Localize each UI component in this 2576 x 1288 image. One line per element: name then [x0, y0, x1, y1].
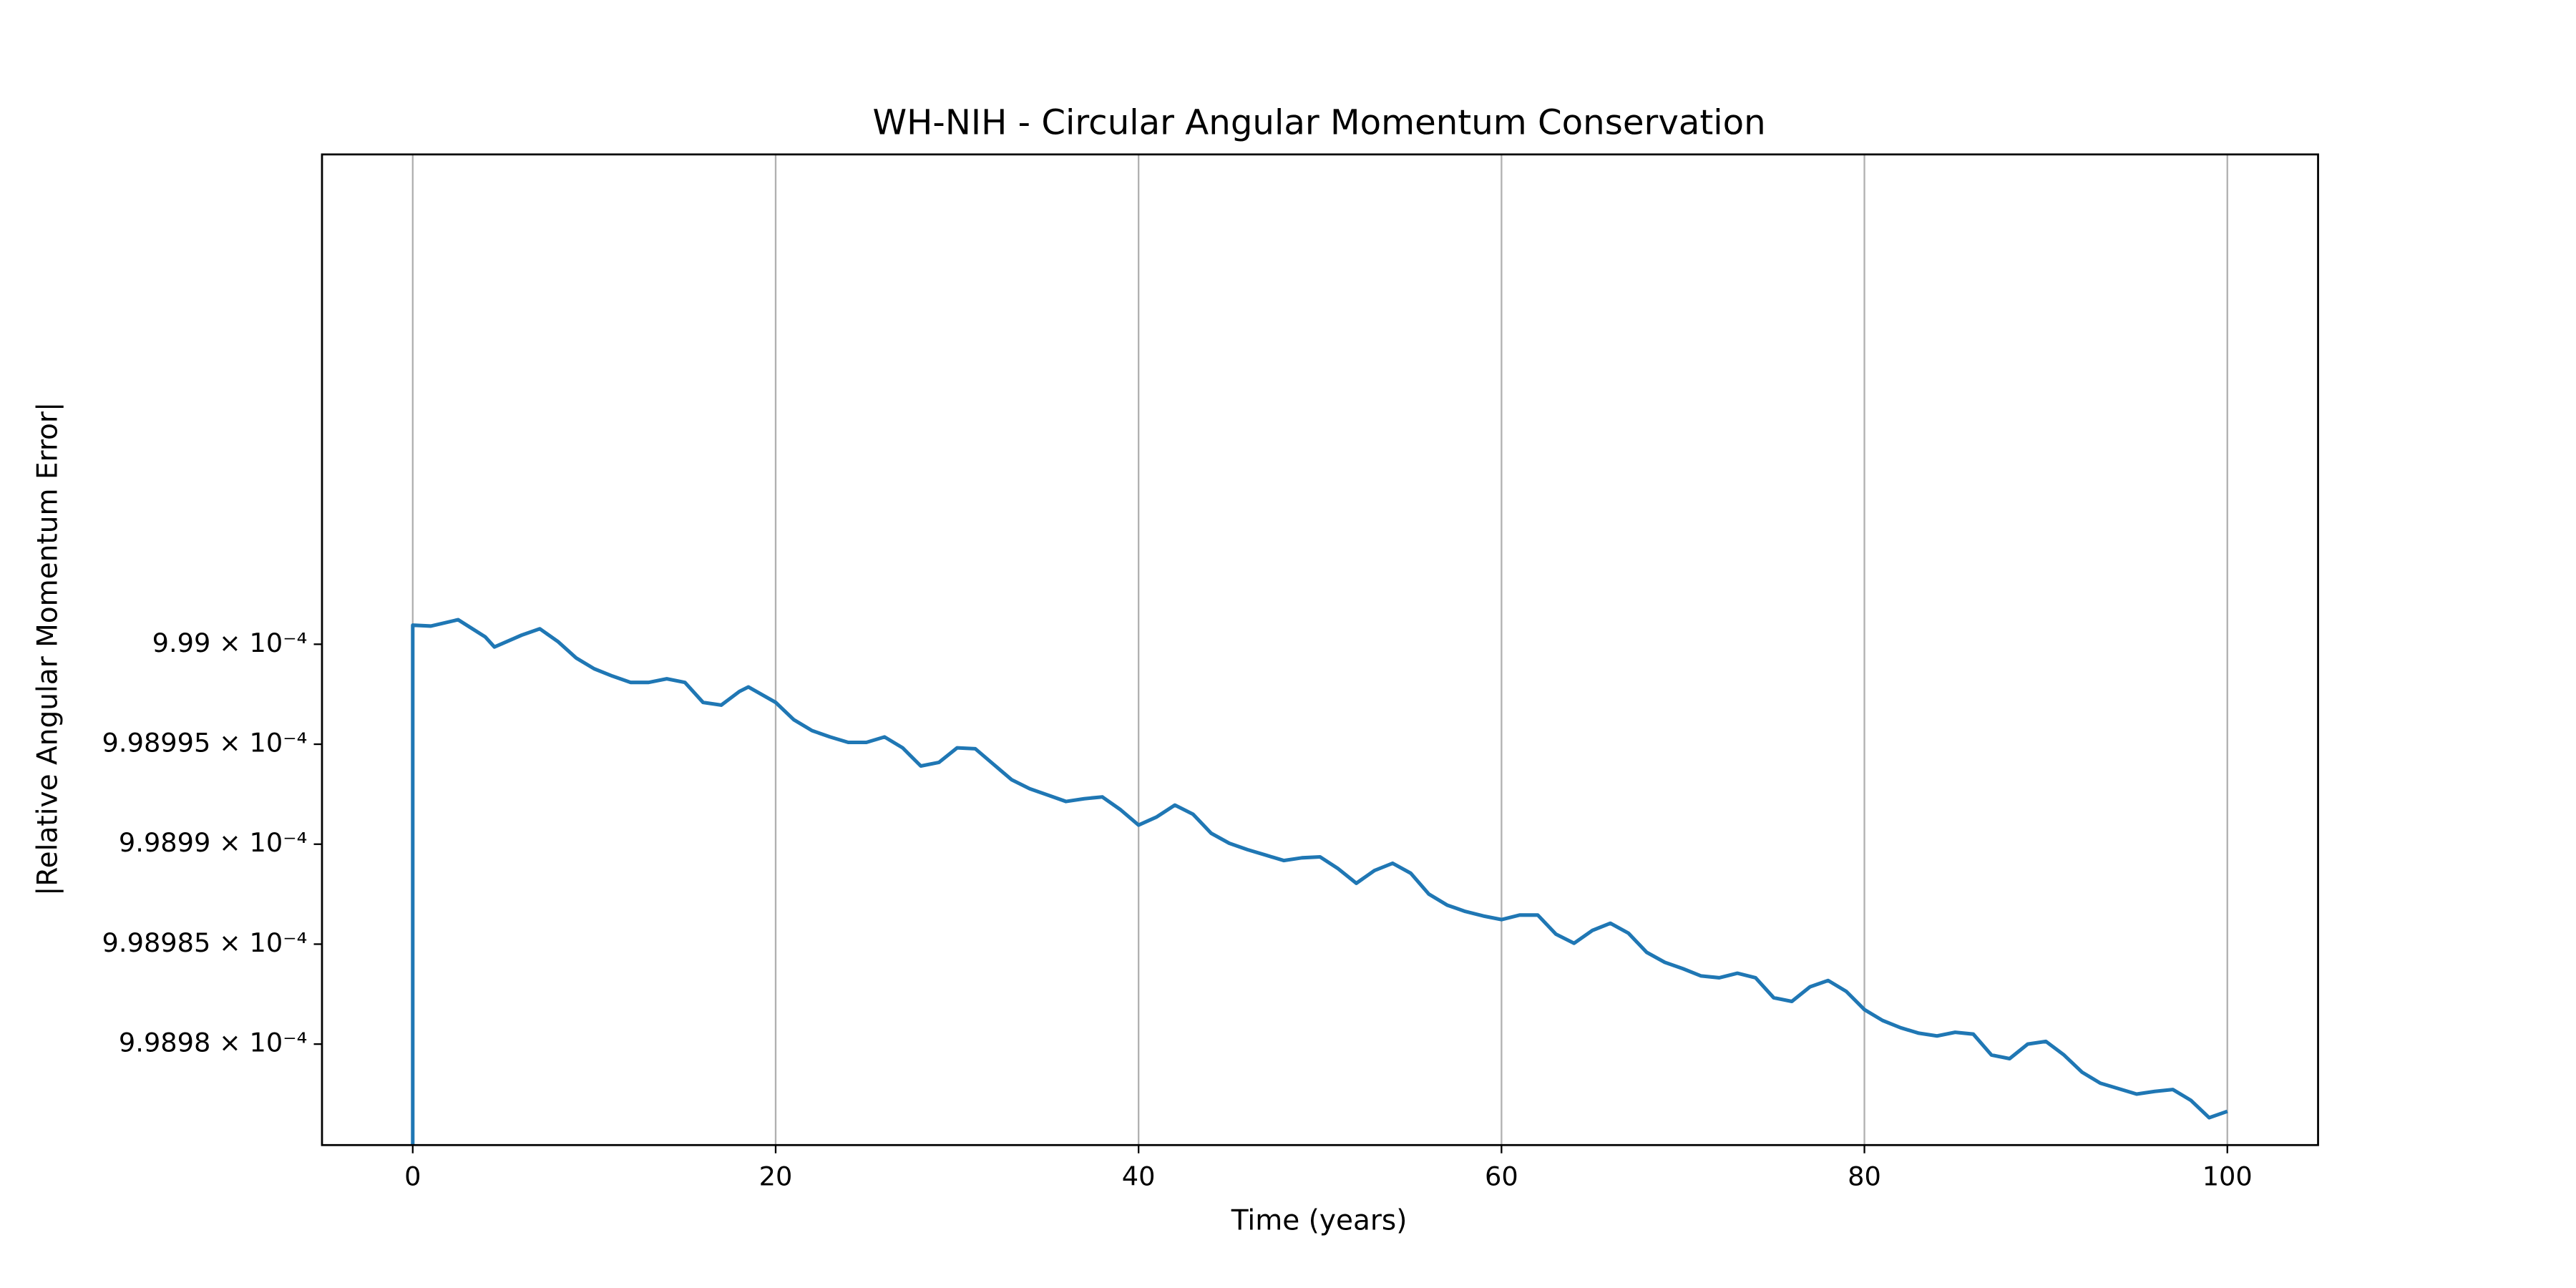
- x-tick-label: 40: [1122, 1161, 1156, 1192]
- y-tick-label: 9.99 × 10⁻⁴: [152, 628, 308, 658]
- x-axis-label: Time (years): [1231, 1205, 1407, 1237]
- data-line: [411, 618, 2228, 1146]
- x-tick-label: 0: [404, 1161, 421, 1192]
- ticks: 0 20 40 60 80 100 9.99 × 10⁻⁴ 9.98995 × 10⁻⁴ 9.9…: [102, 628, 2253, 1192]
- plot-area: [411, 618, 2228, 1146]
- y-axis-label: |Relative Angular Momentum Error|: [31, 402, 64, 896]
- x-tick-label: 20: [759, 1161, 793, 1192]
- x-tick-label: 60: [1485, 1161, 1518, 1192]
- y-tick-label: 9.9899 × 10⁻⁴: [119, 827, 307, 858]
- chart-title: WH-NIH - Circular Angular Momentum Conse…: [873, 102, 1766, 142]
- axes-frame: [321, 153, 2319, 1146]
- y-tick-label: 9.98985 × 10⁻⁴: [102, 927, 308, 958]
- x-tick-label: 100: [2202, 1161, 2253, 1192]
- x-tick-label: 80: [1848, 1161, 1881, 1192]
- y-tick-label: 9.98995 × 10⁻⁴: [102, 728, 308, 758]
- y-tick-label: 9.9898 × 10⁻⁴: [119, 1028, 307, 1058]
